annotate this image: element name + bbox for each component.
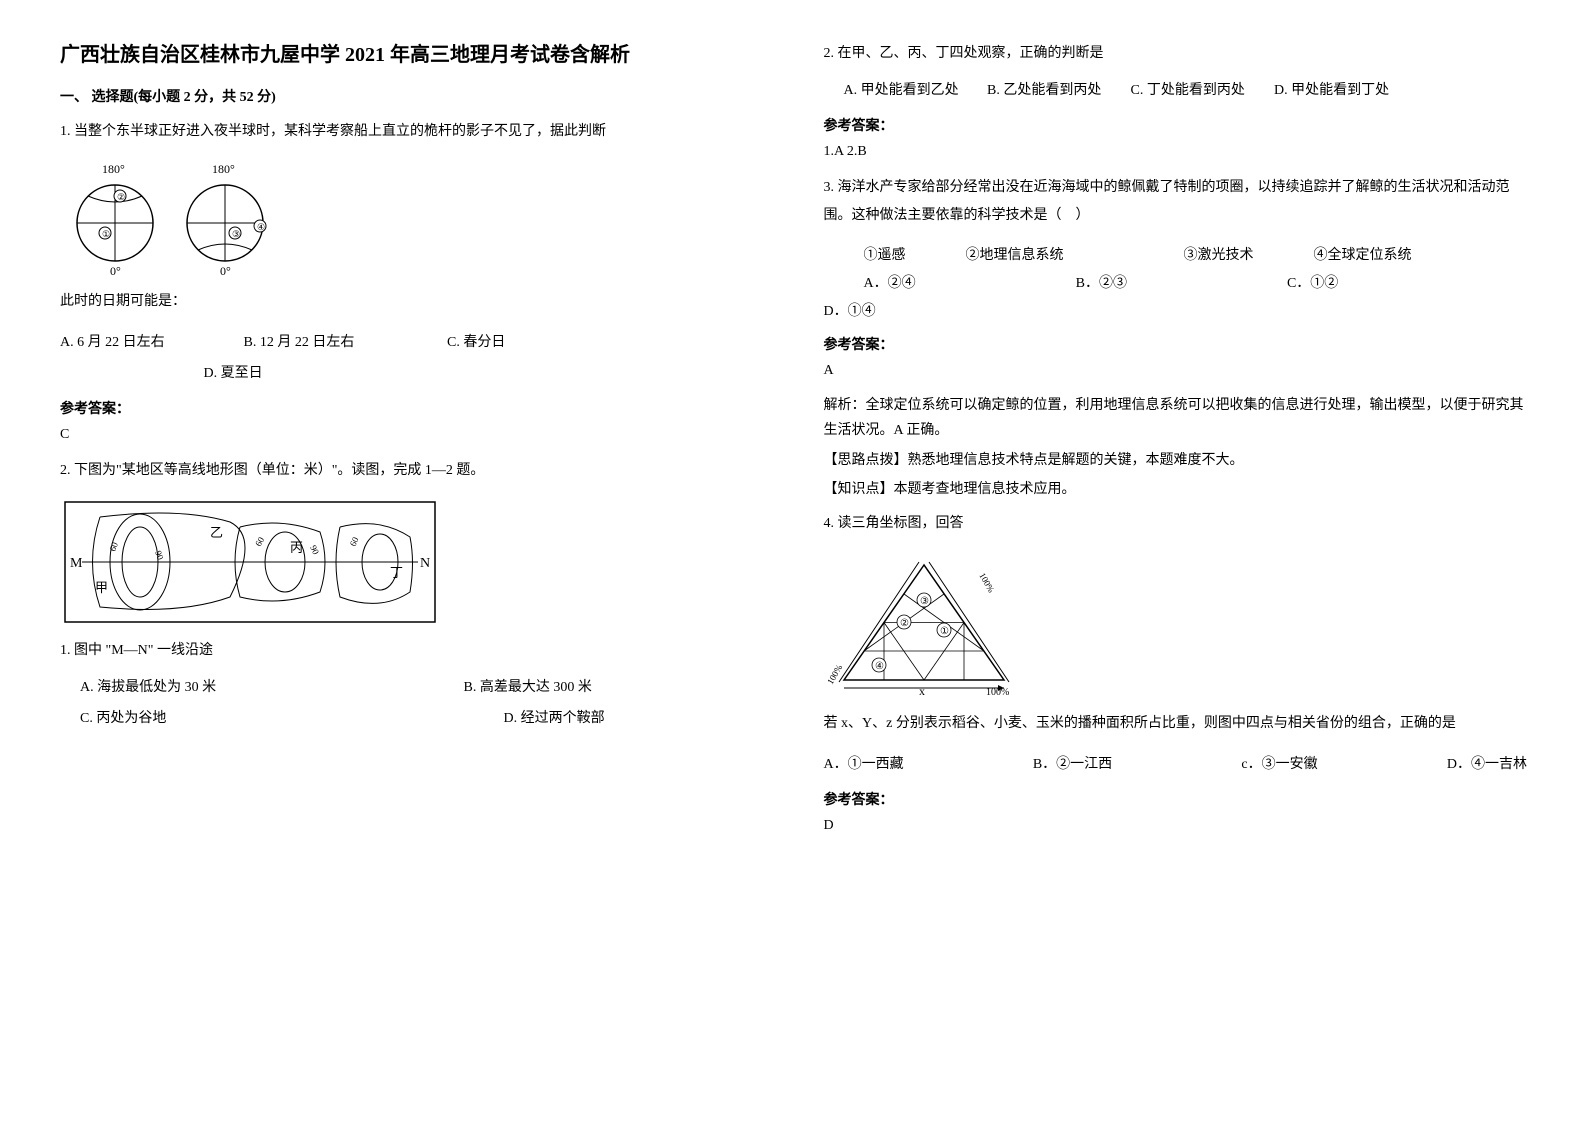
q4-options: A．①一西藏 B．②一江西 c．③一安徽 D．④一吉林 [824, 750, 1528, 781]
q2-2-optB: B. 乙处能看到丙处 [987, 76, 1127, 107]
svg-text:60: 60 [348, 535, 361, 548]
q2-1-optA: A. 海拔最低处为 30 米 [80, 673, 460, 704]
q3-opt4: ④全球定位系统 [1314, 242, 1412, 270]
svg-text:90: 90 [153, 549, 166, 561]
q1-optC: C. 春分日 [447, 335, 505, 350]
q3-opt1: ①遥感 [864, 242, 906, 270]
fig2-M: M [70, 556, 83, 571]
q4-optD: D．④一吉林 [1447, 750, 1527, 781]
svg-text:100%: 100% [825, 662, 844, 686]
q4-body: 若 x、Y、z 分别表示稻谷、小麦、玉米的播种面积所占比重，则图中四点与相关省份… [824, 710, 1528, 738]
q3-explain1: 解析：全球定位系统可以确定鲸的位置，利用地理信息系统可以把收集的信息进行处理，输… [824, 393, 1528, 443]
svg-text:100%: 100% [986, 687, 1009, 698]
q2-2-stem: 2. 在甲、乙、丙、丁四处观察，正确的判断是 [824, 40, 1528, 68]
svg-text:60: 60 [253, 535, 266, 548]
q4-stem: 4. 读三角坐标图，回答 [824, 510, 1528, 538]
q1-options: A. 6 月 22 日左右 B. 12 月 22 日左右 C. 春分日 [60, 328, 764, 359]
q3-A: A．②④ [864, 270, 916, 298]
q3-answer: A [824, 358, 1528, 383]
q4-answer: D [824, 813, 1528, 838]
svg-text:丁: 丁 [390, 565, 403, 580]
q3-stem: 3. 海洋水产专家给部分经常出没在近海海域中的鲸佩戴了特制的项圈，以持续追踪并了… [824, 174, 1528, 230]
q2-2-options: A. 甲处能看到乙处 B. 乙处能看到丙处 C. 丁处能看到丙处 D. 甲处能看… [824, 76, 1528, 107]
q3-opt2: ②地理信息系统 [966, 242, 1064, 270]
q2-2-optC: C. 丁处能看到丙处 [1131, 76, 1271, 107]
page-title: 广西壮族自治区桂林市九屋中学 2021 年高三地理月考试卷含解析 [60, 40, 764, 70]
svg-text:0°: 0° [220, 264, 231, 278]
svg-text:90: 90 [308, 543, 321, 556]
q2-answer: 1.A 2.B [824, 139, 1528, 164]
q3-opt3: ③激光技术 [1184, 242, 1254, 270]
q4-optB: B．②一江西 [1033, 750, 1112, 781]
svg-text:①: ① [102, 229, 110, 239]
q4-answer-label: 参考答案： [824, 789, 1528, 809]
q1-optD: D. 夏至日 [204, 366, 263, 381]
svg-text:③: ③ [232, 229, 240, 239]
q4-optC: c．③一安徽 [1241, 750, 1317, 781]
left-column: 广西壮族自治区桂林市九屋中学 2021 年高三地理月考试卷含解析 一、 选择题(… [60, 40, 764, 848]
q1-answer-label: 参考答案： [60, 398, 764, 418]
q2-1-optB: B. 高差最大达 300 米 [464, 680, 592, 695]
fig1-label180b: 180° [212, 162, 235, 176]
q2-1-optC: C. 丙处为谷地 [80, 704, 500, 735]
q1-answer: C [60, 422, 764, 447]
svg-text:③: ③ [920, 596, 929, 607]
right-column: 2. 在甲、乙、丙、丁四处观察，正确的判断是 A. 甲处能看到乙处 B. 乙处能… [824, 40, 1528, 848]
q4-optA: A．①一西藏 [824, 750, 904, 781]
svg-text:乙: 乙 [210, 525, 223, 540]
svg-text:60: 60 [107, 540, 120, 552]
q1-optD-line: D. 夏至日 [60, 359, 764, 390]
q3-explain3: 【知识点】本题考查地理信息技术应用。 [824, 477, 1528, 502]
q4-figure: ① ② ③ ④ x 100% 100% 100% [824, 550, 1528, 700]
q2-1-stem: 1. 图中 "M—N" 一线沿途 [60, 637, 764, 665]
q1-figure: 180° 180° ② ① 0° ③ ④ [60, 158, 764, 278]
q3-letters: A．②④ B．②③ C．①② [824, 270, 1528, 298]
svg-text:①: ① [940, 626, 949, 637]
q3-D: D．①④ [824, 298, 1528, 326]
q1-stem: 1. 当整个东半球正好进入夜半球时，某科学考察船上直立的桅杆的影子不见了，据此判… [60, 118, 764, 146]
q2-intro: 2. 下图为"某地区等高线地形图（单位：米）"。读图，完成 1—2 题。 [60, 457, 764, 485]
q2-1-line1: A. 海拔最低处为 30 米 B. 高差最大达 300 米 [60, 673, 764, 704]
q2-2-optD: D. 甲处能看到丁处 [1274, 83, 1389, 98]
q2-1-line2: C. 丙处为谷地 D. 经过两个鞍部 [60, 704, 764, 735]
q3-answer-label: 参考答案： [824, 334, 1528, 354]
q1-optB: B. 12 月 22 日左右 [244, 328, 444, 359]
fig1-label180a: 180° [102, 162, 125, 176]
svg-text:②: ② [117, 192, 125, 202]
q3-C: C．①② [1287, 270, 1338, 298]
q3-items: ①遥感 ②地理信息系统 ③激光技术 ④全球定位系统 [824, 242, 1528, 270]
svg-text:x: x [919, 684, 925, 698]
q1-caption: 此时的日期可能是： [60, 288, 764, 316]
q2-answer-label: 参考答案： [824, 115, 1528, 135]
q3-explain2: 【思路点拨】熟悉地理信息技术特点是解题的关键，本题难度不大。 [824, 448, 1528, 473]
q2-1-optD: D. 经过两个鞍部 [504, 711, 605, 726]
q2-figure: M N 甲 乙 丙 丁 60 90 6 [60, 497, 764, 627]
q3-B: B．②③ [1076, 270, 1127, 298]
svg-text:丙: 丙 [290, 540, 303, 555]
q2-2-optA: A. 甲处能看到乙处 [844, 76, 984, 107]
svg-text:④: ④ [257, 222, 265, 232]
fig2-N: N [420, 556, 430, 571]
svg-text:②: ② [900, 618, 909, 629]
q1-optA: A. 6 月 22 日左右 [60, 328, 240, 359]
svg-text:甲: 甲 [95, 580, 108, 595]
svg-text:④: ④ [875, 661, 884, 672]
section-heading: 一、 选择题(每小题 2 分，共 52 分) [60, 86, 764, 106]
svg-text:100%: 100% [977, 571, 996, 595]
svg-text:0°: 0° [110, 264, 121, 278]
